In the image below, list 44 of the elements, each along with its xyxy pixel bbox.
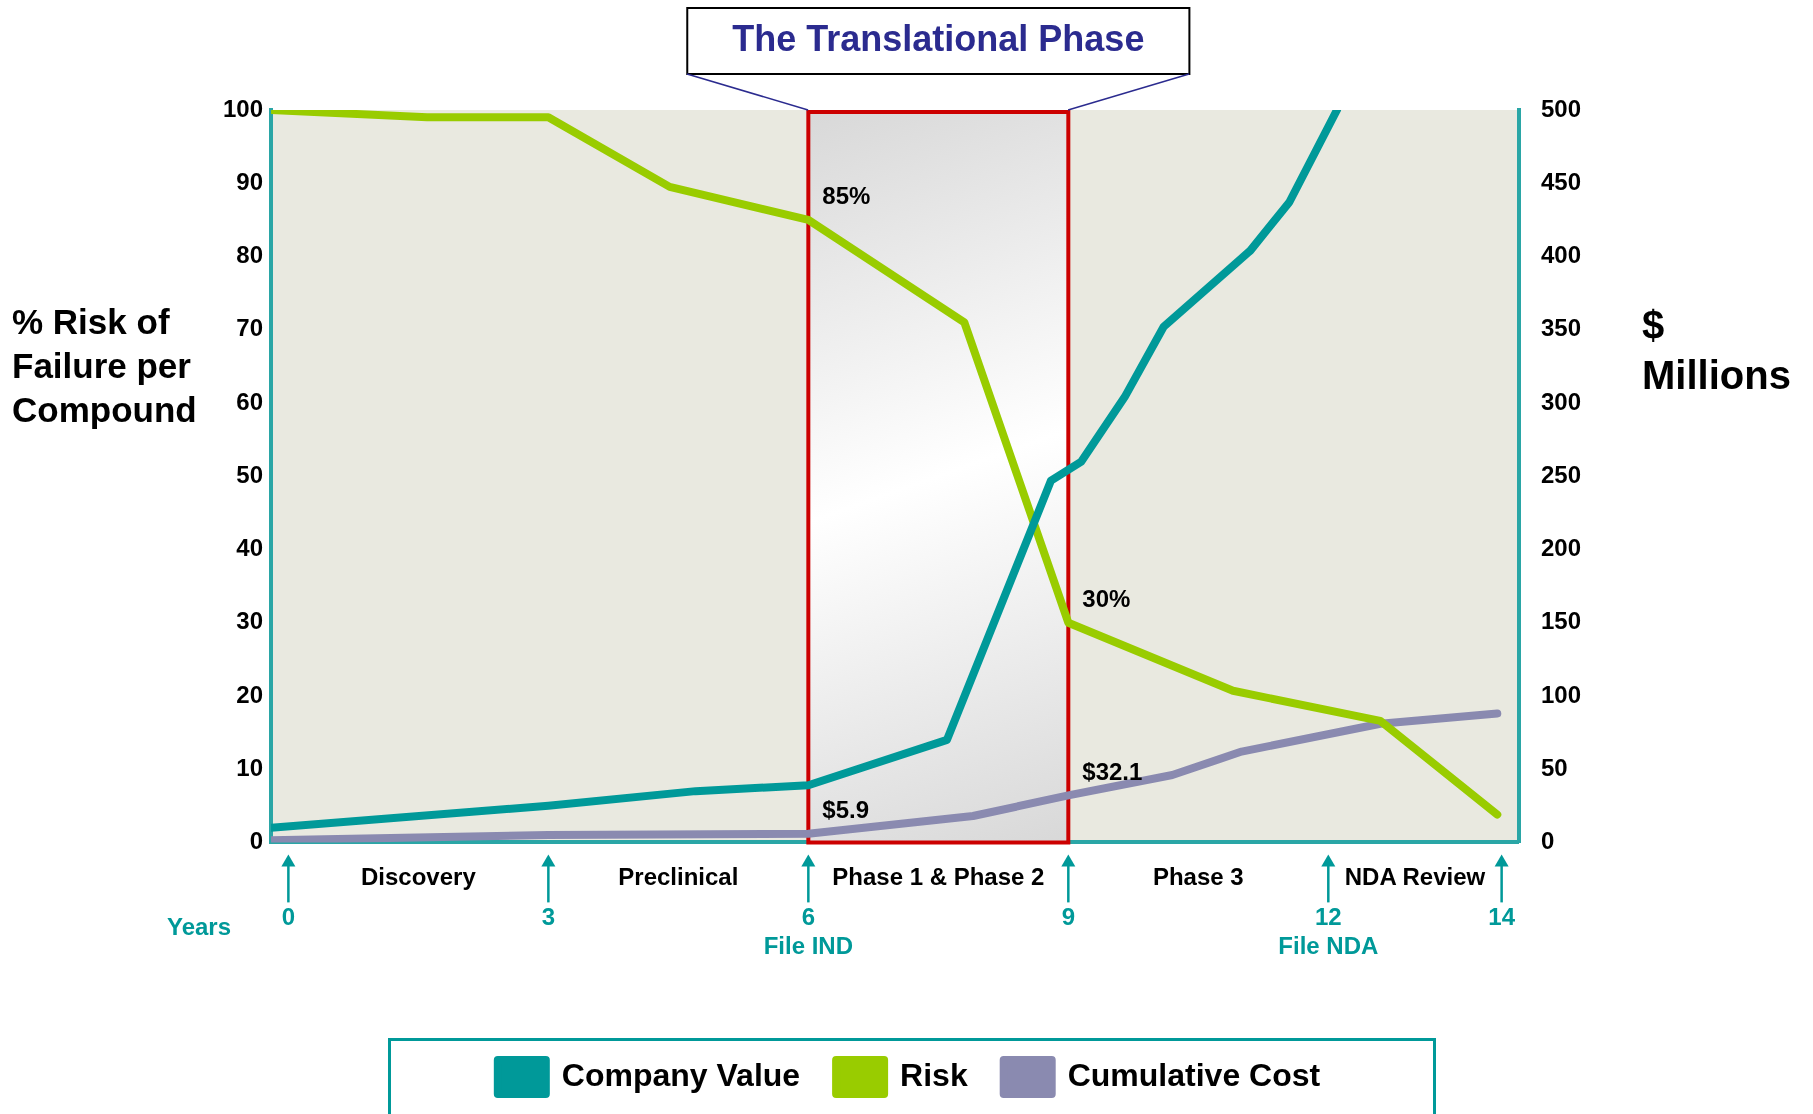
- y-tick-label: 40: [236, 534, 264, 562]
- y2-tick-label: 100: [1540, 680, 1581, 708]
- legend-label: Company Value: [561, 1056, 801, 1093]
- y2-tick-label: 150: [1540, 607, 1581, 635]
- y-tick-label: 10: [236, 753, 264, 781]
- x-tick-label: 9: [1061, 903, 1075, 931]
- y2-tick-label: 200: [1540, 534, 1581, 562]
- y2-tick-label: 400: [1540, 241, 1581, 269]
- y-tick-label: 70: [236, 314, 264, 342]
- x-tick-label: 6 File IND: [763, 903, 854, 960]
- y-tick-label: 80: [236, 241, 264, 269]
- y2-tick-label: 0: [1540, 827, 1555, 855]
- legend-label: Cumulative Cost: [1067, 1056, 1321, 1093]
- data-label: 30%: [1082, 585, 1131, 613]
- legend-label: Risk: [900, 1056, 968, 1093]
- y-tick-label: 50: [236, 460, 264, 488]
- data-label: $5.9: [822, 796, 870, 824]
- x-axis-title: Years: [166, 913, 232, 941]
- x-tick-label: 3: [541, 903, 556, 931]
- y-tick-label: 90: [236, 167, 264, 195]
- y2-tick-label: 450: [1540, 167, 1581, 195]
- x-tick-label: 12 File NDA: [1278, 903, 1379, 960]
- data-label: 85%: [822, 182, 871, 210]
- y-tick-label: 30: [236, 607, 264, 635]
- y2-tick-label: 500: [1540, 94, 1581, 122]
- text: Discovery: [360, 863, 477, 891]
- x-tick-label: 0: [281, 903, 296, 931]
- y-tick-label: 0: [249, 827, 264, 855]
- band-label: The Translational Phase: [732, 17, 1145, 59]
- y2-tick-label: 50: [1540, 753, 1568, 781]
- y-tick-label: 100: [223, 94, 264, 122]
- data-label: $32.1: [1082, 758, 1143, 785]
- text: Phase 1 & Phase 2: [832, 863, 1045, 891]
- x-tick-label: 14: [1488, 903, 1516, 931]
- y-tick-label: 20: [236, 680, 264, 708]
- y2-axis-title: $ Millions: [1642, 302, 1792, 399]
- text: Preclinical: [618, 863, 739, 891]
- y2-tick-label: 350: [1540, 314, 1581, 342]
- text: Phase 3: [1152, 863, 1244, 891]
- text: NDA Review: [1344, 863, 1486, 891]
- y-tick-label: 60: [236, 387, 264, 415]
- y2-tick-label: 300: [1540, 387, 1581, 415]
- y2-tick-label: 250: [1540, 460, 1581, 488]
- y-axis-title: % Risk of Failure per Compound: [12, 301, 198, 431]
